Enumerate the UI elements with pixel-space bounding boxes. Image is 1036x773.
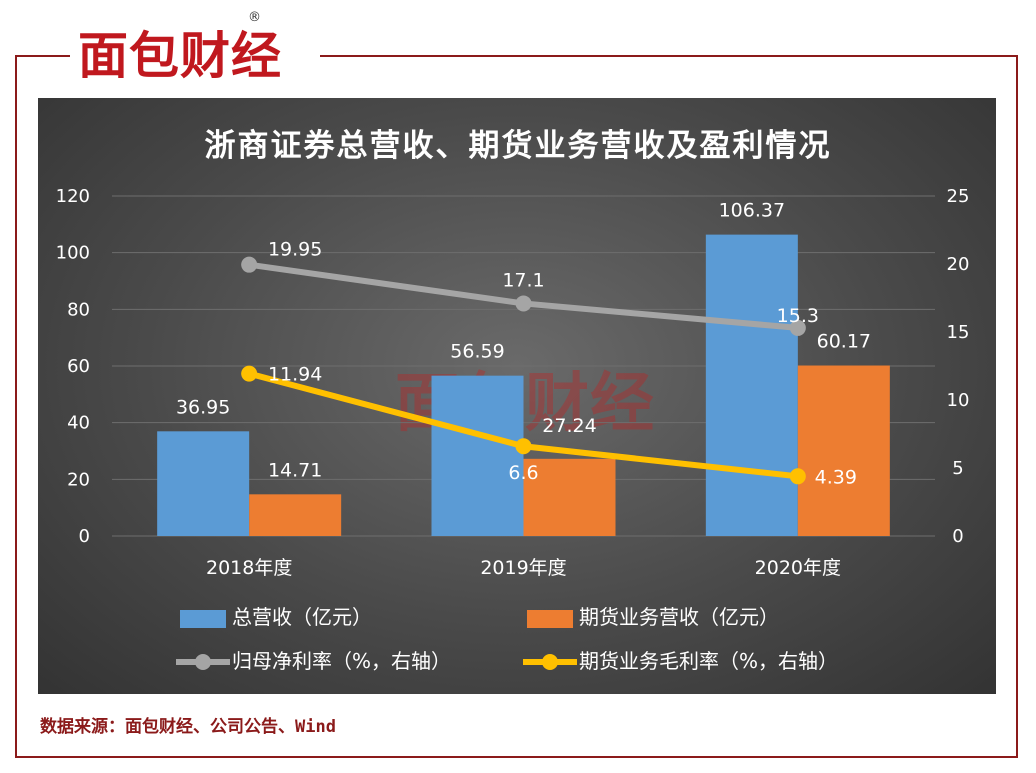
y-tick-label-right: 10 — [947, 390, 970, 411]
data-source-note: 数据来源：面包财经、公司公告、Wind — [40, 717, 336, 737]
line-point — [241, 365, 258, 382]
bar-data-label: 14.71 — [268, 459, 322, 481]
y-tick-label-right: 25 — [947, 186, 970, 207]
bar-futures-revenue — [523, 458, 616, 536]
x-tick-label: 2019年度 — [480, 557, 566, 579]
legend-swatch — [180, 610, 226, 628]
line-data-label: 6.6 — [508, 462, 538, 484]
legend-swatch — [176, 654, 230, 670]
line-data-label: 4.39 — [815, 466, 857, 488]
y-tick-label-right: 0 — [952, 526, 963, 547]
bar-total-revenue — [157, 431, 250, 536]
x-tick-label: 2020年度 — [755, 557, 841, 579]
x-tick-label: 2018年度 — [206, 557, 292, 579]
legend-label: 归母净利率（%，右轴） — [232, 649, 452, 673]
y-tick-label-left: 40 — [67, 413, 90, 434]
line-point — [789, 468, 806, 485]
bar-data-label: 106.37 — [719, 200, 785, 222]
legend-marker — [195, 654, 211, 670]
line-point — [789, 319, 806, 336]
bar-futures-revenue — [249, 494, 342, 536]
logo-backdrop — [70, 18, 320, 96]
brand-logo: 面包财经 — [78, 27, 282, 85]
bar-total-revenue — [705, 234, 798, 536]
line-data-label: 15.3 — [777, 305, 819, 327]
line-data-label: 11.94 — [268, 364, 322, 386]
outer-frame — [15, 55, 1018, 758]
line-data-label: 17.1 — [502, 269, 544, 291]
bar-total-revenue — [431, 375, 524, 536]
legend-swatch — [527, 610, 573, 628]
y-tick-label-left: 100 — [56, 243, 90, 264]
y-tick-label-left: 80 — [67, 299, 90, 320]
y-tick-label-left: 60 — [67, 356, 90, 377]
bar-data-label: 27.24 — [542, 415, 596, 437]
line-point — [241, 256, 258, 273]
bar-futures-revenue — [797, 365, 890, 536]
bar-data-label: 56.59 — [450, 341, 504, 363]
legend-swatch — [523, 654, 577, 670]
line-point — [515, 295, 532, 312]
y-tick-label-right: 20 — [947, 254, 970, 275]
y-tick-label-right: 15 — [947, 322, 970, 343]
line-point — [515, 438, 532, 455]
y-tick-label-left: 120 — [56, 186, 90, 207]
y-tick-label-left: 0 — [79, 526, 90, 547]
bar-data-label: 36.95 — [176, 396, 230, 418]
registered-mark: ® — [248, 10, 261, 25]
bar-data-label: 60.17 — [817, 331, 871, 353]
legend-label: 总营收（亿元） — [232, 605, 372, 629]
chart-title: 浙商证券总营收、期货业务营收及盈利情况 — [204, 128, 832, 164]
legend-marker — [542, 654, 558, 670]
legend-label: 期货业务营收（亿元） — [579, 605, 779, 629]
legend-label: 期货业务毛利率（%，右轴） — [579, 649, 839, 673]
line-data-label: 19.95 — [268, 239, 322, 261]
y-tick-label-right: 5 — [952, 458, 963, 479]
y-tick-label-left: 20 — [67, 469, 90, 490]
